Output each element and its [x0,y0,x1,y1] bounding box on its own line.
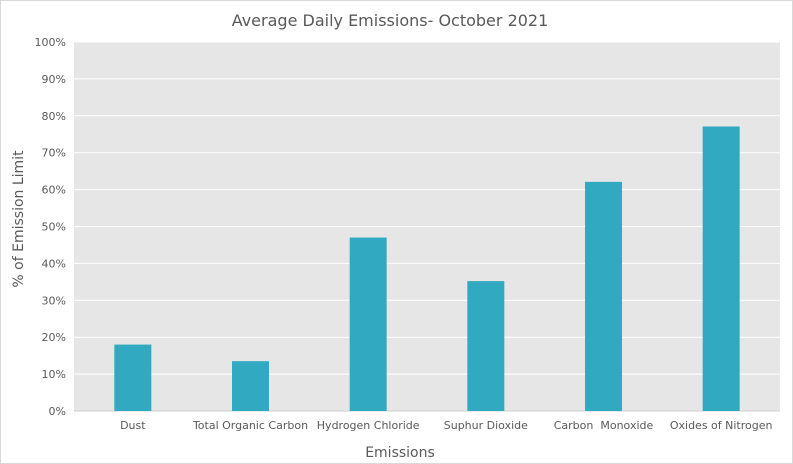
x-tick-label: Carbon Monoxide [554,419,654,432]
y-tick-label: 100% [35,36,66,49]
bar [232,361,269,411]
bar [114,344,152,411]
y-tick-label: 40% [42,257,66,270]
x-tick-label: Suphur Dioxide [444,419,528,432]
bar [702,126,740,411]
chart-title: Average Daily Emissions- October 2021 [232,11,549,30]
x-axis-ticks: Dust Total Organic Carbon Hydrogen Chlorid… [120,419,772,432]
bar [467,281,505,411]
x-axis-title: Emissions [365,445,435,461]
y-tick-label: 0% [49,405,66,418]
y-tick-label: 80% [42,110,66,123]
x-tick-label: Dust [120,419,146,432]
y-tick-label: 60% [42,184,66,197]
x-tick-label: Total Organic Carbon [192,419,308,432]
y-axis-ticks: 0% 10% 20% 30% 40% 50% 60% 70% 80% 90% 100% [35,36,66,418]
gridlines [74,41,780,412]
bar [585,181,622,411]
y-tick-label: 30% [42,294,66,307]
y-tick-label: 90% [42,73,66,86]
y-tick-label: 50% [42,221,66,234]
y-tick-label: 70% [42,147,66,160]
x-tick-label: Oxides of Nitrogen [670,419,773,432]
bars [114,126,740,411]
x-tick-label: Hydrogen Chloride [317,419,420,432]
y-tick-label: 20% [42,331,66,344]
y-tick-label: 10% [42,368,66,381]
y-axis-title: % of Emission Limit [11,150,27,288]
bar [349,237,387,411]
